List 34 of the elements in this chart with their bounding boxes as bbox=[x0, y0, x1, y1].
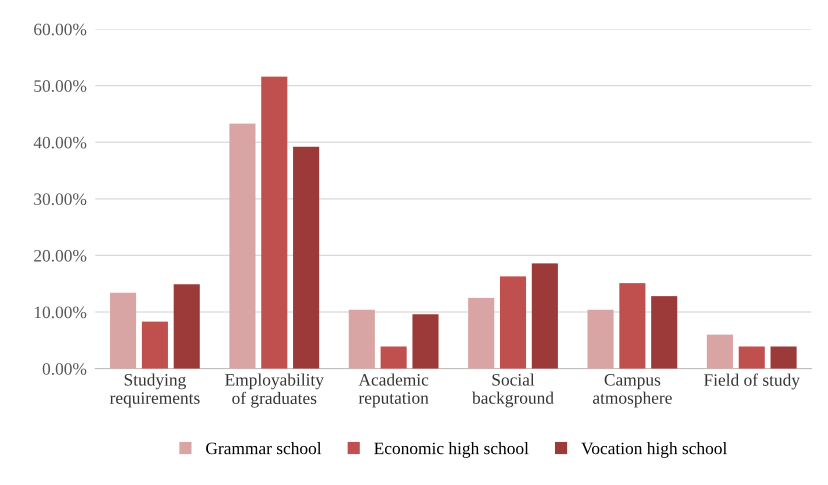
y-tick-label: 60.00% bbox=[34, 24, 86, 36]
legend-label: Vocation high school bbox=[581, 442, 727, 458]
x-tick-label: Campus atmosphere bbox=[592, 374, 672, 408]
x-tick-label: Academic reputation bbox=[358, 373, 429, 408]
legend-label: Economic high school bbox=[374, 442, 529, 458]
bar bbox=[468, 298, 494, 369]
bar bbox=[651, 296, 678, 369]
x-tick-label: Employability of graduates bbox=[225, 373, 324, 408]
y-tick-label: 50.00% bbox=[34, 80, 86, 92]
y-tick-label: 10.00% bbox=[34, 306, 86, 318]
bar bbox=[174, 284, 200, 369]
bar bbox=[293, 146, 320, 369]
y-tick-label: 30.00% bbox=[34, 193, 86, 206]
bar bbox=[412, 314, 439, 369]
bar bbox=[770, 346, 797, 369]
bar bbox=[142, 322, 168, 369]
x-tick-label: Field of study bbox=[704, 373, 800, 390]
y-tick-label: 0.00% bbox=[42, 363, 86, 375]
legend-label: Grammar school bbox=[206, 442, 322, 454]
bar bbox=[500, 276, 526, 369]
x-tick-label: Social background bbox=[472, 373, 554, 408]
bar bbox=[261, 76, 288, 369]
bar bbox=[532, 263, 558, 369]
bar bbox=[348, 310, 375, 369]
y-tick-label: 40.00% bbox=[34, 136, 86, 149]
bar bbox=[588, 310, 614, 369]
y-tick-label: 20.00% bbox=[34, 250, 86, 262]
bar bbox=[738, 346, 765, 369]
x-tick-label: Studying requirements bbox=[110, 373, 200, 408]
bar bbox=[706, 334, 733, 369]
bar bbox=[380, 346, 407, 369]
bar bbox=[619, 283, 646, 369]
bar bbox=[110, 292, 136, 369]
bar bbox=[229, 124, 256, 369]
